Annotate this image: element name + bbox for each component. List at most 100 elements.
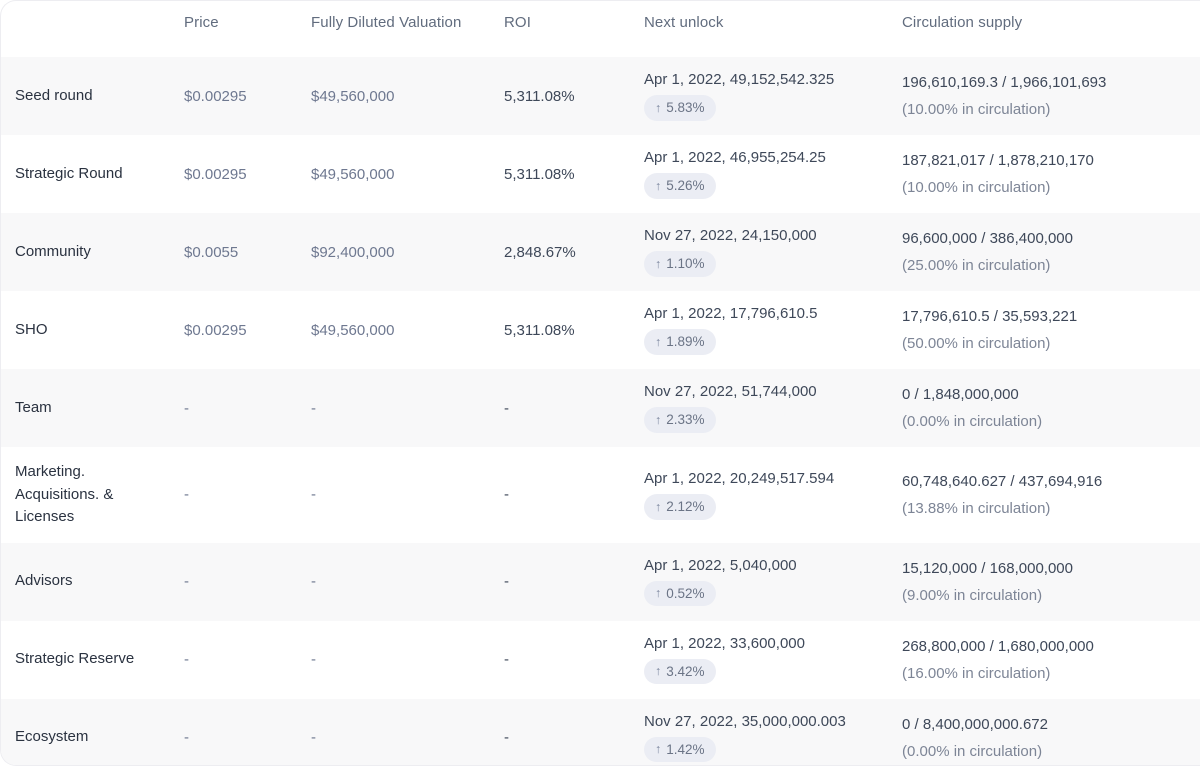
supply-note: (50.00% in circulation) xyxy=(902,335,1051,352)
roi-value: 5,311.08% xyxy=(504,165,575,183)
next-unlock-cell: Nov 27, 2022, 51,744,000 ↑ 2.33% xyxy=(644,383,902,433)
supply-note: (13.88% in circulation) xyxy=(902,499,1051,517)
table-row: SHO $0.00295 $49,560,000 5,311.08% Apr 1… xyxy=(1,291,1200,369)
next-unlock-value: Apr 1, 2022, 46,955,254.25 xyxy=(644,149,826,167)
next-unlock-value: Apr 1, 2022, 49,152,542.325 xyxy=(644,71,835,89)
arrow-up-icon: ↑ xyxy=(655,178,662,193)
next-unlock-cell: Apr 1, 2022, 17,796,610.5 ↑ 1.89% xyxy=(644,305,902,355)
supply-note: (0.00% in circulation) xyxy=(902,413,1043,430)
circulation-supply-cell: 17,796,610.5 / 35,593,221 (50.00% in cir… xyxy=(902,308,1200,352)
fdv-value: $49,560,000 xyxy=(311,321,395,339)
supply-value: 96,600,000 / 386,400,000 xyxy=(902,230,1073,247)
unlock-percent-label: 2.33% xyxy=(666,412,705,428)
table-row: Advisors - - - Apr 1, 2022, 5,040,000 ↑ … xyxy=(1,542,1200,621)
unlock-percent-badge: ↑ 5.26% xyxy=(644,173,716,199)
unlock-percent-badge: ↑ 1.10% xyxy=(644,251,716,277)
row-label: Strategic Round xyxy=(15,164,123,182)
supply-value: 15,120,000 / 168,000,000 xyxy=(902,559,1073,577)
table-row: Community $0.0055 $92,400,000 2,848.67% … xyxy=(1,213,1200,291)
roi-value: 2,848.67% xyxy=(504,243,576,261)
arrow-up-icon: ↑ xyxy=(655,499,662,514)
roi-value: - xyxy=(504,399,509,417)
unlock-percent-badge: ↑ 0.52% xyxy=(644,580,716,607)
fdv-value: $49,560,000 xyxy=(311,87,395,105)
column-header-price: Price xyxy=(184,14,219,31)
row-label: SHO xyxy=(15,320,48,338)
roi-value: - xyxy=(504,729,509,746)
unlock-percent-badge: ↑ 3.42% xyxy=(644,658,716,685)
circulation-supply-cell: 196,610,169.3 / 1,966,101,693 (10.00% in… xyxy=(902,74,1200,118)
supply-note: (10.00% in circulation) xyxy=(902,179,1051,196)
supply-value: 196,610,169.3 / 1,966,101,693 xyxy=(902,74,1107,91)
arrow-up-icon: ↑ xyxy=(655,256,662,271)
price-value: - xyxy=(184,486,189,504)
price-value: - xyxy=(184,729,189,746)
arrow-up-icon: ↑ xyxy=(655,412,662,427)
unlock-percent-label: 5.26% xyxy=(666,178,705,194)
unlock-percent-label: 0.52% xyxy=(666,585,705,601)
unlock-percent-label: 5.83% xyxy=(666,100,705,116)
roi-value: - xyxy=(504,486,509,504)
circulation-supply-cell: 0 / 1,848,000,000 (0.00% in circulation) xyxy=(902,386,1200,430)
price-value: - xyxy=(184,399,189,417)
next-unlock-value: Apr 1, 2022, 5,040,000 xyxy=(644,556,797,574)
next-unlock-cell: Nov 27, 2022, 24,150,000 ↑ 1.10% xyxy=(644,227,902,277)
price-value: - xyxy=(184,651,189,668)
unlock-percent-badge: ↑ 2.33% xyxy=(644,407,716,433)
unlock-percent-label: 2.12% xyxy=(666,499,705,514)
table-header: Price Fully Diluted Valuation ROI Next u… xyxy=(1,1,1200,57)
fdv-value: - xyxy=(311,651,316,668)
next-unlock-value: Nov 27, 2022, 51,744,000 xyxy=(644,383,817,401)
next-unlock-cell: Nov 27, 2022, 35,000,000.003 ↑ 1.42% xyxy=(644,713,902,763)
price-value: $0.00295 xyxy=(184,321,247,339)
price-value: $0.00295 xyxy=(184,87,247,105)
circulation-supply-cell: 268,800,000 / 1,680,000,000 (16.00% in c… xyxy=(902,638,1200,682)
circulation-supply-cell: 96,600,000 / 386,400,000 (25.00% in circ… xyxy=(902,230,1200,274)
row-label: Community xyxy=(15,242,91,260)
row-label: Seed round xyxy=(15,86,93,104)
fdv-value: - xyxy=(311,573,316,590)
supply-value: 0 / 1,848,000,000 xyxy=(902,386,1019,403)
circulation-supply-cell: 187,821,017 / 1,878,210,170 (10.00% in c… xyxy=(902,152,1200,196)
unlock-percent-label: 1.89% xyxy=(666,334,705,350)
circulation-supply-cell: 0 / 8,400,000,000.672 (0.00% in circulat… xyxy=(902,716,1200,760)
supply-note: (0.00% in circulation) xyxy=(902,742,1043,760)
unlock-percent-badge: ↑ 1.89% xyxy=(644,329,716,355)
supply-note: (10.00% in circulation) xyxy=(902,101,1051,118)
supply-note: (25.00% in circulation) xyxy=(902,257,1051,274)
arrow-up-icon: ↑ xyxy=(655,742,662,757)
roi-value: 5,311.08% xyxy=(504,321,575,339)
column-header-roi: ROI xyxy=(504,14,531,31)
supply-value: 60,748,640.627 / 437,694,916 xyxy=(902,472,1103,490)
supply-value: 268,800,000 / 1,680,000,000 xyxy=(902,637,1094,655)
supply-value: 17,796,610.5 / 35,593,221 xyxy=(902,308,1078,325)
price-value: - xyxy=(184,573,189,590)
fdv-value: - xyxy=(311,486,316,504)
arrow-up-icon: ↑ xyxy=(655,586,662,601)
supply-value: 187,821,017 / 1,878,210,170 xyxy=(902,152,1094,169)
row-label: Marketing. Acquisitions. & Licenses xyxy=(15,463,114,525)
price-value: $0.0055 xyxy=(184,243,239,261)
next-unlock-value: Nov 27, 2022, 35,000,000.003 xyxy=(644,712,846,730)
next-unlock-value: Nov 27, 2022, 24,150,000 xyxy=(644,227,817,245)
column-header-circulation-supply: Circulation supply xyxy=(902,14,1023,31)
table-row: Strategic Round $0.00295 $49,560,000 5,3… xyxy=(1,135,1200,213)
table-row: Seed round $0.00295 $49,560,000 5,311.08… xyxy=(1,57,1200,135)
row-label: Advisors xyxy=(15,572,73,590)
next-unlock-cell: Apr 1, 2022, 49,152,542.325 ↑ 5.83% xyxy=(644,71,902,121)
supply-note: (9.00% in circulation) xyxy=(902,586,1043,604)
arrow-up-icon: ↑ xyxy=(655,100,662,115)
next-unlock-value: Apr 1, 2022, 33,600,000 xyxy=(644,634,805,652)
unlock-percent-label: 3.42% xyxy=(666,663,705,679)
supply-note: (16.00% in circulation) xyxy=(902,664,1051,682)
column-header-fdv: Fully Diluted Valuation xyxy=(311,14,462,31)
table-row: Team - - - Nov 27, 2022, 51,744,000 ↑ 2.… xyxy=(1,369,1200,447)
circulation-supply-cell: 15,120,000 / 168,000,000 (9.00% in circu… xyxy=(902,560,1200,604)
unlock-percent-label: 1.10% xyxy=(666,256,705,272)
unlock-percent-label: 1.42% xyxy=(666,741,705,757)
next-unlock-value: Apr 1, 2022, 17,796,610.5 xyxy=(644,305,818,323)
next-unlock-cell: Apr 1, 2022, 5,040,000 ↑ 0.52% xyxy=(644,557,902,607)
circulation-supply-cell: 60,748,640.627 / 437,694,916 (13.88% in … xyxy=(902,473,1200,517)
unlock-percent-badge: ↑ 5.83% xyxy=(644,95,716,121)
arrow-up-icon: ↑ xyxy=(655,334,662,349)
